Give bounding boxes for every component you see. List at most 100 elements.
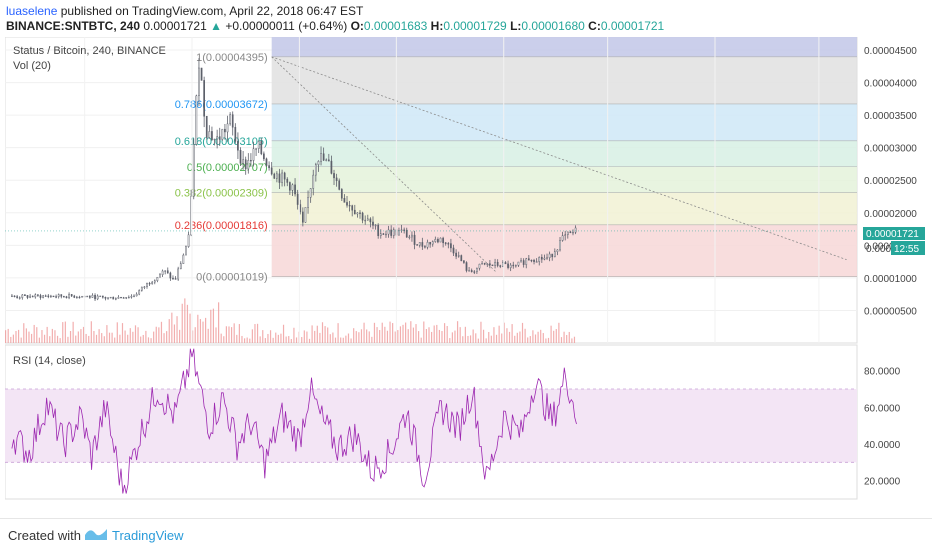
volume-bar	[516, 332, 518, 343]
candle-body	[535, 261, 538, 263]
candle-body	[364, 219, 367, 222]
volume-bar	[199, 319, 202, 343]
volume-bar	[464, 326, 466, 343]
candle-body	[166, 270, 169, 274]
fib-price: (0.00004395)	[202, 52, 267, 64]
candle-body	[405, 229, 408, 238]
rsi-pane[interactable]	[4, 344, 858, 500]
volume-bar	[451, 332, 453, 343]
price-axis-tick: 0.00002000	[864, 209, 917, 220]
volume-bar	[197, 314, 199, 343]
candle-body	[312, 174, 315, 189]
last-price-badge-bg	[863, 227, 925, 240]
volume-bar	[472, 329, 474, 343]
candle-body	[37, 294, 39, 296]
author-link[interactable]: luaselene	[6, 4, 58, 18]
tradingview-brand-link[interactable]: TradingView	[112, 528, 184, 543]
fib-price: (0.00001816)	[202, 220, 267, 232]
volume-bar	[493, 327, 495, 343]
volume-bar	[220, 333, 222, 343]
volume-bar	[262, 330, 264, 343]
candle-body	[26, 295, 29, 298]
volume-bar	[355, 331, 357, 343]
price-axis-tick: 0.00000500	[864, 306, 917, 317]
volume-bar	[54, 330, 56, 343]
candle-body	[114, 298, 117, 300]
candle-body	[343, 197, 346, 203]
candle-body	[273, 173, 276, 179]
volume-bar	[334, 337, 337, 343]
volume-bar	[256, 323, 259, 343]
candle-body	[205, 115, 208, 138]
volume-bar	[67, 336, 69, 343]
volume-bar	[236, 334, 238, 343]
candle-body	[268, 165, 270, 169]
candle-body	[538, 256, 541, 262]
candle-body	[566, 231, 569, 235]
candle-body	[65, 296, 68, 299]
candle-body	[346, 202, 348, 206]
candle-body	[244, 159, 247, 170]
candle-body	[442, 237, 444, 244]
candle-body	[465, 262, 468, 271]
countdown-prefix: 0.000	[866, 244, 891, 255]
volume-bar	[303, 330, 305, 343]
volume-bar	[342, 337, 344, 343]
candle-body	[31, 295, 34, 298]
volume-bar	[415, 324, 417, 343]
volume-bar	[103, 336, 105, 343]
volume-bar	[459, 327, 461, 343]
candle-body	[489, 263, 491, 266]
candle-body	[569, 231, 572, 234]
volume-bar	[137, 327, 139, 343]
candle-body	[185, 246, 187, 256]
chart-area[interactable]: 1(0.00004395) 0.786(0.00003672) 0.618 (0.00…	[4, 36, 925, 515]
volume-bar	[49, 336, 51, 343]
volume-bar	[566, 334, 568, 343]
price-chart-svg[interactable]: 1(0.00004395) 0.786(0.00003672) 0.618 (0.00…	[4, 36, 927, 515]
fib-ratio: 0.618	[175, 136, 203, 148]
volume-bar	[425, 329, 428, 343]
volume-bar	[10, 336, 12, 343]
volume-bar	[436, 324, 438, 343]
candle-body	[52, 295, 55, 298]
volume-bar	[490, 335, 492, 343]
volume-bar	[397, 330, 399, 343]
candle-body	[574, 227, 577, 233]
candle-body	[551, 253, 554, 258]
volume-bar	[160, 321, 163, 343]
candle-body	[60, 294, 63, 297]
published-text: published on TradingView.com, April 22, …	[60, 4, 364, 18]
candle-body	[161, 270, 164, 275]
volume-bar	[111, 332, 113, 343]
volume-bar	[337, 323, 339, 343]
candle-body	[179, 263, 182, 270]
candle-body	[333, 173, 335, 179]
candle-body	[515, 265, 517, 267]
candle-body	[426, 241, 429, 248]
price-pane[interactable]: 1(0.00004395) 0.786(0.00003672) 0.618 (0.00…	[4, 36, 858, 344]
candle-body	[278, 173, 281, 183]
volume-bar	[311, 325, 313, 343]
candle-body	[302, 211, 304, 223]
volume-bar	[446, 326, 448, 343]
price-axis-tick: 0.00004500	[864, 46, 917, 57]
volume-bar	[101, 333, 103, 343]
volume-bar	[127, 334, 129, 343]
volume-bar	[88, 335, 90, 343]
volume-bar	[36, 327, 38, 343]
volume-bar	[173, 324, 176, 343]
candle-body	[353, 209, 356, 215]
candle-body	[81, 295, 83, 298]
candle-body	[499, 265, 502, 267]
volume-bar	[56, 335, 59, 343]
volume-bar	[264, 338, 266, 343]
last-price: 0.00001721	[143, 19, 207, 33]
candle-body	[561, 235, 564, 241]
volume-bar	[28, 331, 30, 343]
fib-price: (0.00002707)	[202, 162, 267, 174]
volume-bar	[251, 329, 253, 343]
candle-body	[421, 242, 424, 247]
candle-body	[39, 295, 42, 298]
candle-body	[281, 172, 283, 183]
